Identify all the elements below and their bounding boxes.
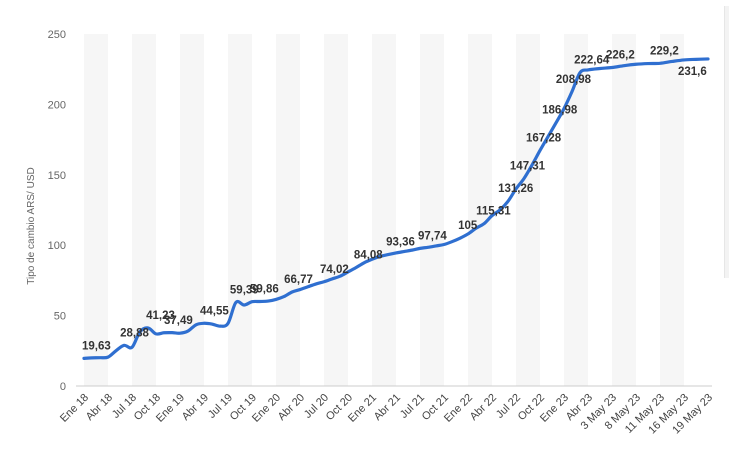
y-tick-label: 50 (54, 311, 66, 323)
grid-band (468, 34, 492, 386)
data-label: 222,64 (574, 55, 610, 67)
data-label: 229,2 (650, 45, 679, 57)
grid-bands (84, 34, 684, 386)
data-label: 66,77 (284, 274, 313, 286)
grid-band (612, 34, 636, 386)
y-axis-label: Tipo de cambio ARS/ USD (26, 167, 37, 284)
x-tick-label: Abr 19 (180, 392, 211, 423)
data-label: 41,23 (146, 310, 175, 322)
data-label: 74,02 (320, 264, 349, 276)
data-label: 115,31 (476, 206, 511, 218)
data-label: 37,49 (164, 315, 193, 327)
y-tick-label: 200 (48, 99, 66, 111)
side-panel-edge (724, 6, 729, 278)
data-label: 59,39 (230, 284, 259, 296)
data-label: 147,31 (510, 161, 546, 173)
y-tick-label: 0 (60, 381, 66, 393)
grid-band (660, 34, 684, 386)
grid-band (372, 34, 396, 386)
y-tick-label: 100 (48, 240, 66, 252)
data-label: 208,98 (556, 74, 592, 86)
data-label: 226,2 (606, 50, 635, 62)
series-line (82, 57, 710, 360)
data-label: 97,74 (418, 230, 447, 242)
data-label: 231,6 (678, 66, 707, 78)
x-tick-label: Abr 18 (84, 392, 115, 423)
x-tick-label: Abr 21 (372, 392, 403, 423)
x-tick-label: Ene 18 (58, 392, 91, 425)
data-label: 93,36 (386, 237, 415, 249)
data-label: 19,63 (82, 340, 111, 352)
grid-band (420, 34, 444, 386)
x-tick-label: Abr 20 (276, 392, 307, 423)
y-tick-label: 150 (48, 170, 66, 182)
data-label: 44,55 (200, 305, 229, 317)
grid-band (564, 34, 588, 386)
grid-band (324, 34, 348, 386)
grid-band (84, 34, 108, 386)
data-label: 59,86 (250, 284, 279, 296)
grid-band (276, 34, 300, 386)
data-label: 131,26 (498, 183, 533, 195)
data-label: 84,08 (354, 250, 383, 262)
data-label: 186,98 (542, 105, 578, 117)
grid-band (516, 34, 540, 386)
y-axis-ticks: 0 50 100 150 200 250 (48, 29, 66, 393)
y-tick-label: 250 (48, 29, 66, 41)
data-label: 28,88 (120, 327, 149, 339)
data-label: 167,28 (526, 132, 562, 144)
data-label: 105 (458, 220, 478, 232)
x-tick-label: Abr 22 (468, 392, 499, 423)
grid-band (228, 34, 252, 386)
